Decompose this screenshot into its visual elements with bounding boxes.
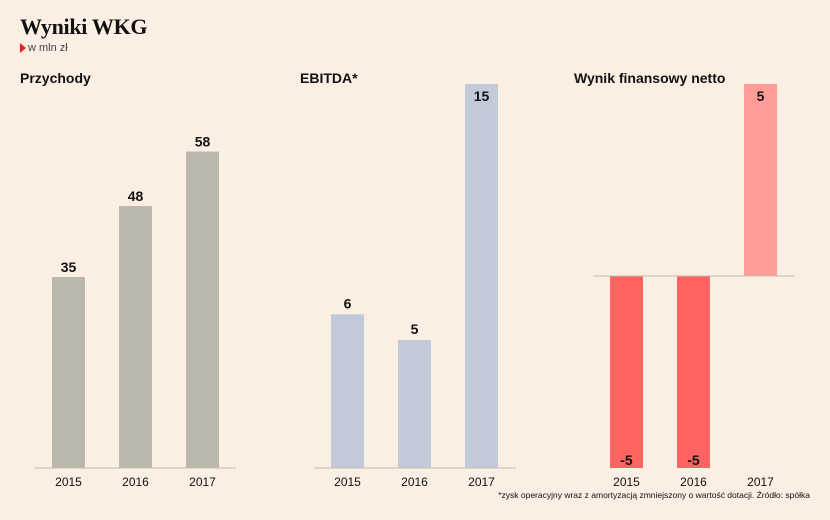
panel-title-ebitda: EBITDA* bbox=[300, 70, 358, 86]
bar-net-2017 bbox=[744, 84, 777, 276]
chart-subtitle: w mln zł bbox=[20, 42, 68, 54]
data-label-revenue-2015: 35 bbox=[61, 259, 77, 275]
data-label-revenue-2016: 48 bbox=[128, 188, 144, 204]
bar-revenue-2015 bbox=[52, 277, 85, 468]
data-label-net-2015: -5 bbox=[620, 452, 633, 468]
bar-revenue-2017 bbox=[186, 151, 219, 468]
bar-ebitda-2017 bbox=[465, 84, 498, 468]
bar-revenue-2016 bbox=[119, 206, 152, 468]
panel-title-net-result: Wynik finansowy netto bbox=[574, 70, 726, 86]
data-label-net-2017: 5 bbox=[757, 88, 765, 104]
bar-net-2016 bbox=[677, 276, 710, 468]
chart-title: Wyniki WKG bbox=[20, 14, 148, 39]
x-tick-ebitda-2016: 2016 bbox=[401, 475, 428, 489]
unit-label: w mln zł bbox=[28, 42, 68, 54]
bar-ebitda-2015 bbox=[331, 314, 364, 468]
x-tick-net-2016: 2016 bbox=[680, 475, 707, 489]
footnote: *zysk operacyjny wraz z amortyzacją zmni… bbox=[498, 490, 810, 500]
x-tick-ebitda-2015: 2015 bbox=[334, 475, 361, 489]
x-tick-net-2017: 2017 bbox=[747, 475, 774, 489]
data-label-revenue-2017: 58 bbox=[195, 134, 211, 150]
x-tick-revenue-2015: 2015 bbox=[55, 475, 82, 489]
data-label-ebitda-2016: 5 bbox=[411, 321, 419, 337]
data-label-ebitda-2015: 6 bbox=[344, 295, 352, 311]
data-label-ebitda-2017: 15 bbox=[474, 88, 490, 104]
panel-title-revenue: Przychody bbox=[20, 70, 91, 86]
bar-ebitda-2016 bbox=[398, 340, 431, 468]
x-tick-ebitda-2017: 2017 bbox=[468, 475, 495, 489]
x-tick-net-2015: 2015 bbox=[613, 475, 640, 489]
x-tick-revenue-2017: 2017 bbox=[189, 475, 216, 489]
bar-net-2015 bbox=[610, 276, 643, 468]
x-tick-revenue-2016: 2016 bbox=[122, 475, 149, 489]
triangle-bullet-icon bbox=[20, 43, 26, 53]
data-label-net-2016: -5 bbox=[687, 452, 700, 468]
